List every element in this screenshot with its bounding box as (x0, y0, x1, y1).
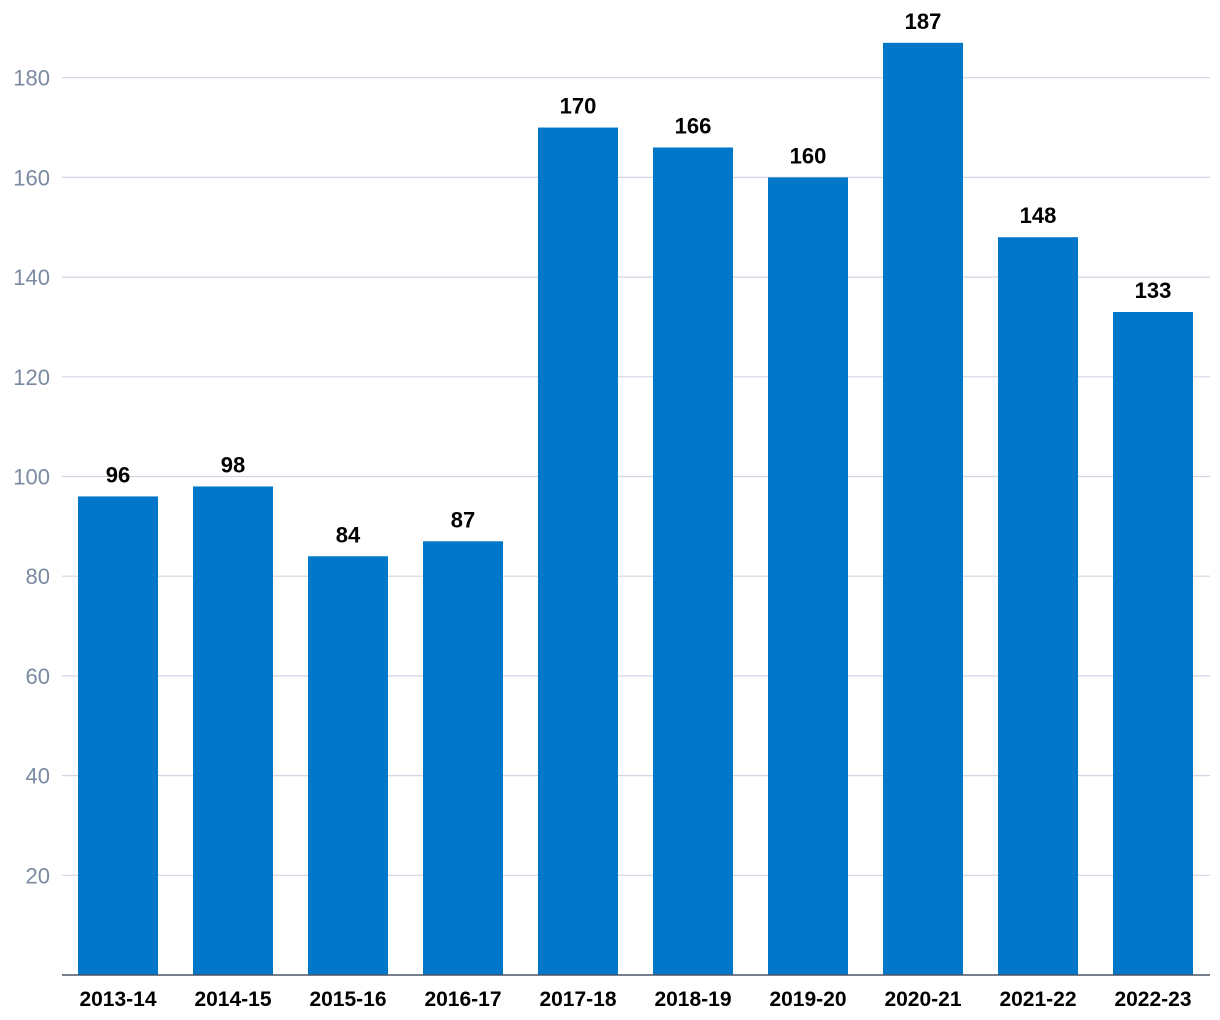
y-tick-label: 140 (13, 265, 50, 290)
bar-2019-20 (768, 177, 848, 975)
y-tick-label: 40 (26, 764, 50, 789)
y-tick-label: 180 (13, 66, 50, 91)
x-tick-label: 2020-21 (884, 988, 961, 1011)
data-label: 84 (336, 522, 361, 547)
x-tick-label: 2017-18 (539, 988, 616, 1011)
y-tick-label: 100 (13, 465, 50, 490)
data-label: 96 (106, 462, 130, 487)
x-tick-label: 2018-19 (654, 988, 731, 1011)
bar-2020-21 (883, 43, 963, 975)
data-label: 133 (1135, 278, 1172, 303)
x-axis-ticks: 2013-14 2014-15 2015-16 2016-17 2017-18 2018-… (79, 988, 1191, 1011)
x-tick-label: 2013-14 (79, 988, 156, 1011)
x-tick-label: 2022-23 (1114, 988, 1191, 1011)
bar-2021-22 (998, 237, 1078, 975)
bar-2018-19 (653, 147, 733, 975)
data-label: 98 (221, 452, 245, 477)
x-tick-label: 2014-15 (194, 988, 271, 1011)
bar-2015-16 (308, 556, 388, 975)
bar-2013-14 (78, 496, 158, 975)
y-tick-label: 20 (26, 863, 50, 888)
y-tick-label: 120 (13, 365, 50, 390)
y-axis-ticks: 20 40 60 80 100 120 140 160 180 (13, 66, 50, 889)
x-tick-label: 2016-17 (424, 988, 501, 1011)
y-tick-label: 160 (13, 165, 50, 190)
data-label: 148 (1020, 203, 1057, 228)
bar-chart: 20 40 60 80 100 120 140 160 180 96 98 84 87 170 166 16… (0, 0, 1220, 1020)
y-tick-label: 60 (26, 664, 50, 689)
bar-2022-23 (1113, 312, 1193, 975)
bar-2014-15 (193, 486, 273, 975)
bar-2017-18 (538, 128, 618, 975)
bars (78, 43, 1193, 975)
data-label: 166 (675, 113, 712, 138)
data-label: 170 (560, 94, 597, 119)
x-tick-label: 2021-22 (999, 988, 1076, 1011)
data-label: 87 (451, 507, 475, 532)
bar-2016-17 (423, 541, 503, 975)
y-tick-label: 80 (26, 564, 50, 589)
x-tick-label: 2019-20 (769, 988, 846, 1011)
x-tick-label: 2015-16 (309, 988, 386, 1011)
data-label: 187 (905, 9, 942, 34)
data-label: 160 (790, 143, 827, 168)
